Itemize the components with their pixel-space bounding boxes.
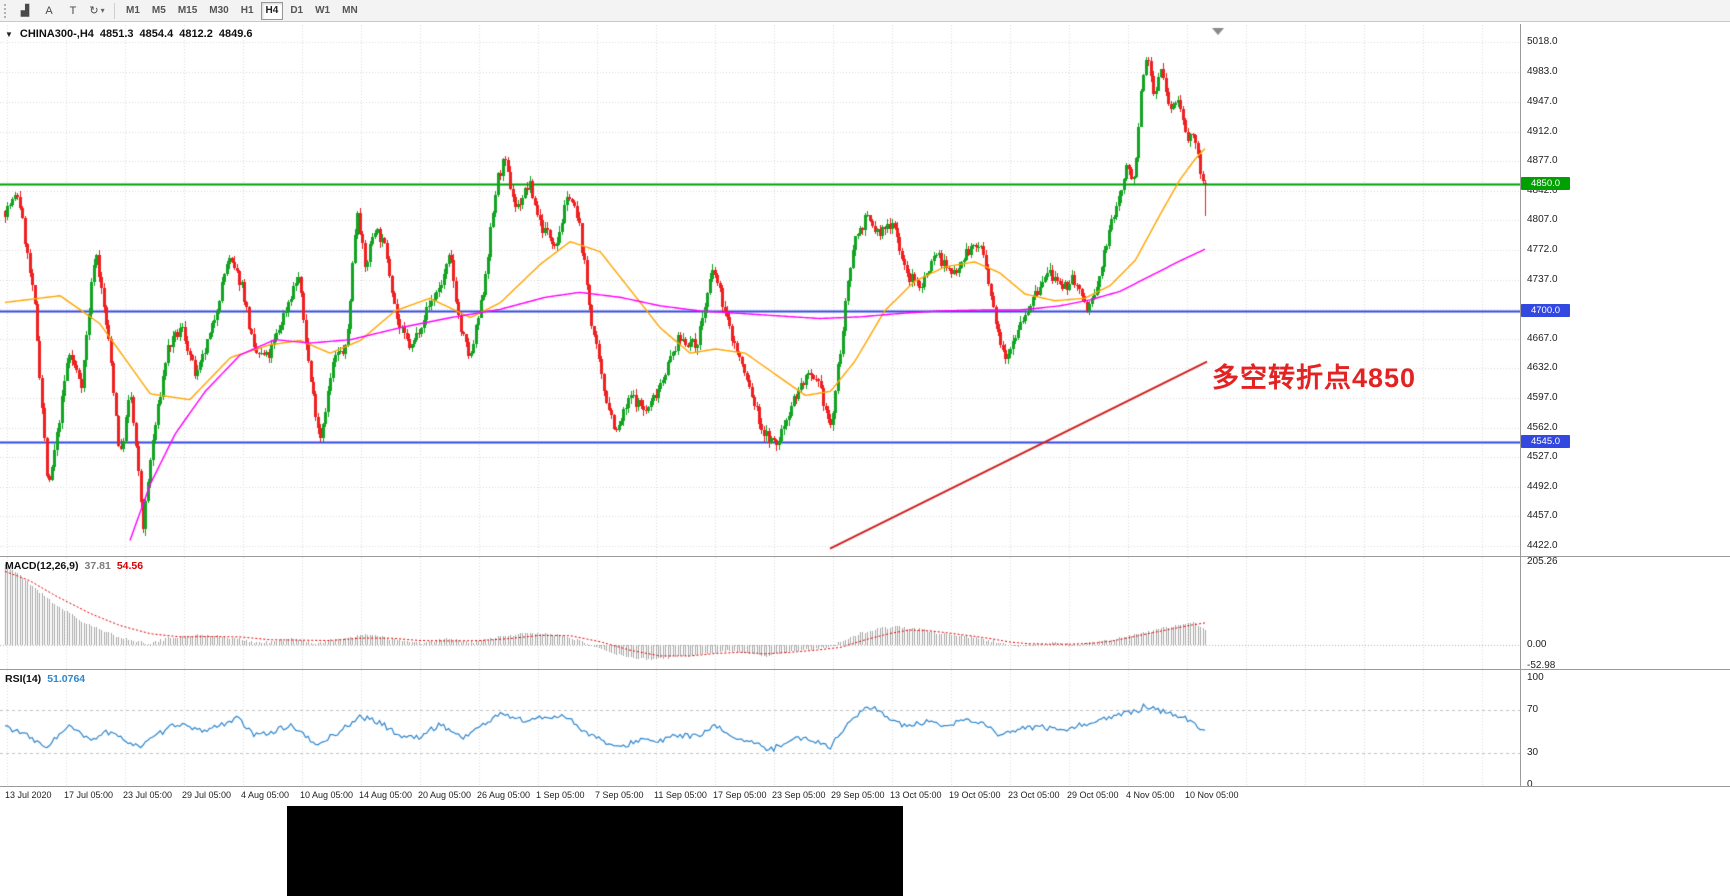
timeframe-button-w1[interactable]: W1 [315, 5, 331, 16]
rsi-tick-label: 30 [1527, 746, 1539, 758]
price-level-badge: 4700.0 [1521, 303, 1570, 317]
price-tick-label: 4912.0 [1527, 125, 1558, 137]
price-tick-label: 4562.0 [1527, 421, 1558, 433]
dropdown-caret-icon: ▾ [100, 6, 105, 15]
time-tick-label: 20 Aug 05:00 [418, 790, 472, 800]
price-axis-border [1520, 24, 1521, 786]
timeframe-button-m5[interactable]: M5 [151, 5, 166, 16]
price-tick-label: 4737.0 [1527, 273, 1558, 285]
timeframe-button-m1[interactable]: M1 [126, 5, 140, 16]
time-tick-label: 1 Sep 05:00 [536, 790, 585, 800]
timeframe-button-h4[interactable]: H4 [260, 1, 284, 20]
rsi-tick-label: 0 [1527, 779, 1533, 790]
time-tick-label: 13 Jul 2020 [5, 790, 52, 800]
time-tick-label: 13 Oct 05:00 [890, 790, 942, 800]
price-tick-label: 4457.0 [1527, 510, 1558, 522]
price-tick-label: 4422.0 [1527, 540, 1558, 551]
toolbar-grip[interactable] [4, 3, 8, 18]
time-tick-label: 4 Aug 05:00 [241, 790, 290, 800]
time-tick-label: 29 Sep 05:00 [831, 790, 885, 800]
price-tick-label: 4527.0 [1527, 451, 1558, 463]
macd-tick-label: -52.98 [1527, 660, 1556, 672]
time-axis: 13 Jul 2020 17 Jul 05:00 23 Jul 05:00 29 Ju… [0, 787, 1730, 805]
label-a-icon-glyph: A [45, 4, 53, 17]
time-tick-label: 17 Sep 05:00 [713, 790, 767, 800]
time-tick-label: 14 Aug 05:00 [359, 790, 413, 800]
text-tool-icon[interactable]: T [62, 2, 84, 20]
price-tick-label: 4492.0 [1527, 480, 1558, 492]
text-tool-icon-glyph: T [69, 4, 77, 17]
time-tick-label: 10 Aug 05:00 [300, 790, 354, 800]
price-tick-label: 5018.0 [1527, 36, 1558, 47]
time-tick-label: 4 Nov 05:00 [1126, 790, 1175, 800]
time-tick-label: 29 Oct 05:00 [1067, 790, 1119, 800]
time-tick-label: 29 Jul 05:00 [182, 790, 232, 800]
time-tick-label: 26 Aug 05:00 [477, 790, 531, 800]
price-tick-label: 4597.0 [1527, 392, 1558, 403]
price-tick-label: 4807.0 [1527, 214, 1558, 226]
price-level-badge: 4850.0 [1521, 177, 1570, 191]
bar-chart-icon-glyph: ▟ [20, 5, 30, 17]
macd-tick-label: 0.00 [1527, 639, 1547, 650]
price-tick-label: 4877.0 [1527, 155, 1558, 167]
price-tick-label: 4842.0 [1527, 184, 1558, 196]
price-chart-canvas[interactable] [0, 25, 1520, 556]
time-tick-label: 23 Sep 05:00 [772, 790, 826, 800]
timeframe-button-h1[interactable]: H1 [240, 5, 254, 16]
time-tick-label: 17 Jul 05:00 [64, 790, 114, 800]
panel-separator-macd-rsi[interactable] [0, 669, 1730, 670]
toolbar-separator [114, 2, 115, 19]
timeframe-button-m15[interactable]: M15 [177, 5, 198, 16]
price-tick-label: 4772.0 [1527, 244, 1558, 256]
price-tick-label: 4632.0 [1527, 362, 1558, 374]
rsi-tick-label: 100 [1527, 672, 1544, 683]
price-level-badge: 4545.0 [1521, 434, 1570, 448]
panel-separator-main-macd[interactable] [0, 556, 1730, 557]
time-tick-label: 11 Sep 05:00 [654, 790, 707, 800]
main-toolbar: ▟ A T ↻ ▾ M1 M5 M15 M30 H1 H4 D1 W1 MN [0, 0, 1730, 22]
label-a-icon[interactable]: A [38, 2, 60, 20]
timeframe-button-d1[interactable]: D1 [290, 5, 304, 16]
time-tick-label: 10 Nov 05:00 [1185, 790, 1239, 800]
panel-separator-rsi-timeaxis [0, 786, 1730, 787]
rsi-panel-canvas[interactable] [0, 670, 1520, 786]
price-tick-label: 4667.0 [1527, 332, 1558, 344]
rsi-tick-label: 70 [1527, 704, 1539, 716]
macd-tick-label: 205.26 [1527, 556, 1558, 567]
price-tick-label: 4947.0 [1527, 96, 1558, 108]
price-tick-label: 4983.0 [1527, 65, 1558, 77]
timeframe-group: M1 M5 M15 M30 H1 H4 D1 W1 MN [120, 1, 364, 20]
bar-chart-icon[interactable]: ▟ [14, 2, 36, 20]
timeframe-button-m30[interactable]: M30 [209, 5, 229, 16]
refresh-tool-icon[interactable]: ↻ ▾ [86, 2, 108, 20]
bottom-black-bar [287, 806, 903, 896]
macd-panel-canvas[interactable] [0, 557, 1520, 669]
timeframe-button-mn[interactable]: MN [342, 5, 358, 16]
time-tick-label: 7 Sep 05:00 [595, 790, 644, 800]
time-tick-label: 23 Oct 05:00 [1008, 790, 1060, 800]
time-tick-label: 23 Jul 05:00 [123, 790, 173, 800]
tool-icons-group: ▟ A T ↻ ▾ [13, 2, 109, 20]
refresh-tool-icon-glyph: ↻ [89, 5, 99, 17]
time-tick-label: 19 Oct 05:00 [949, 790, 1001, 800]
